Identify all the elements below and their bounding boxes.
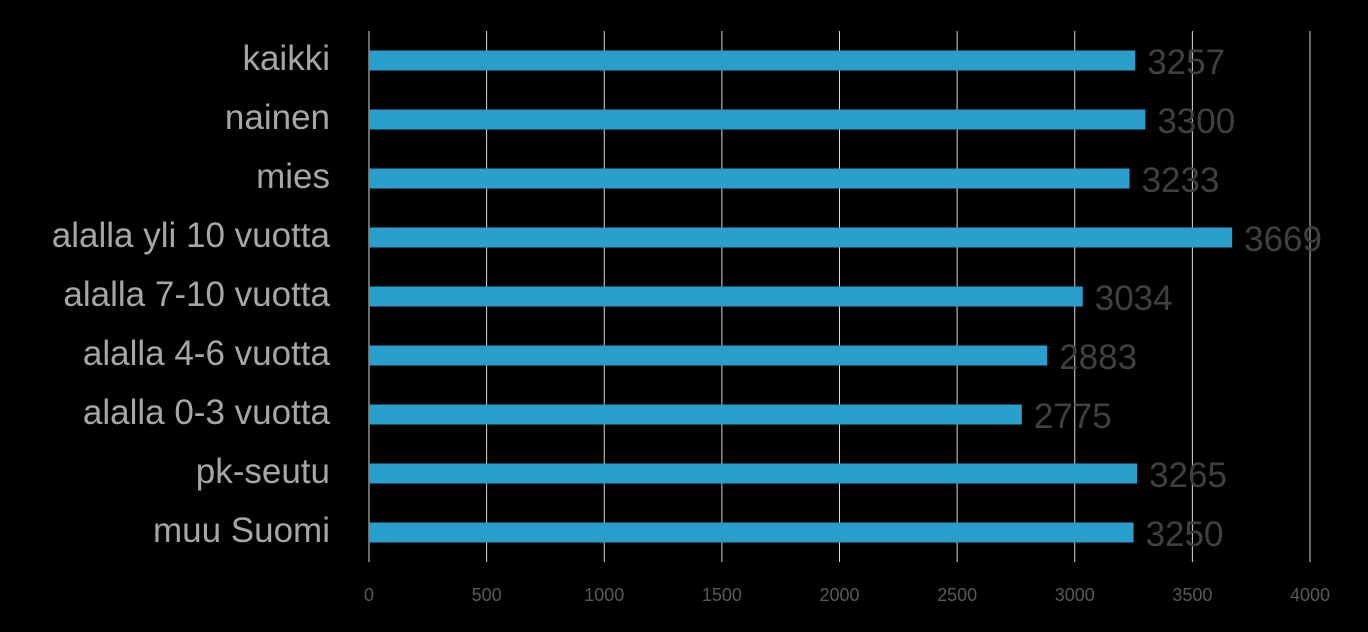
bar <box>369 404 1022 425</box>
bar <box>369 227 1233 248</box>
x-tick-label: 3500 <box>1172 585 1212 605</box>
value-label: 3300 <box>1157 102 1235 141</box>
bar <box>369 50 1136 71</box>
bar <box>369 109 1146 130</box>
y-tick-label: alalla yli 10 vuotta <box>52 216 331 255</box>
x-tick-label: 0 <box>364 585 374 605</box>
y-tick-label: alalla 4-6 vuotta <box>83 334 331 373</box>
x-tick-label: 1500 <box>702 585 742 605</box>
y-tick-label: alalla 7-10 vuotta <box>63 275 330 314</box>
y-tick-label: kaikki <box>242 39 330 78</box>
value-label: 3250 <box>1146 515 1224 554</box>
x-tick-label: 2000 <box>819 585 859 605</box>
bar <box>369 286 1083 307</box>
value-label: 2883 <box>1059 338 1137 377</box>
y-tick-label: nainen <box>225 98 330 137</box>
x-tick-label: 1000 <box>584 585 624 605</box>
value-label: 3233 <box>1142 161 1220 200</box>
value-label: 3669 <box>1244 220 1322 259</box>
value-label: 3034 <box>1095 279 1173 318</box>
value-label: 3257 <box>1147 43 1225 82</box>
x-tick-label: 3000 <box>1055 585 1095 605</box>
y-tick-label: mies <box>256 157 330 196</box>
value-label: 3265 <box>1149 456 1227 495</box>
y-tick-label: muu Suomi <box>153 511 330 550</box>
bar <box>369 168 1130 189</box>
x-tick-label: 500 <box>472 585 502 605</box>
bar <box>369 345 1048 366</box>
x-tick-label: 2500 <box>937 585 977 605</box>
value-label: 2775 <box>1034 397 1112 436</box>
y-tick-label: alalla 0-3 vuotta <box>83 393 331 432</box>
bar <box>369 463 1138 484</box>
bar <box>369 522 1134 543</box>
x-tick-label: 4000 <box>1290 585 1330 605</box>
y-tick-label: pk-seutu <box>196 452 330 491</box>
